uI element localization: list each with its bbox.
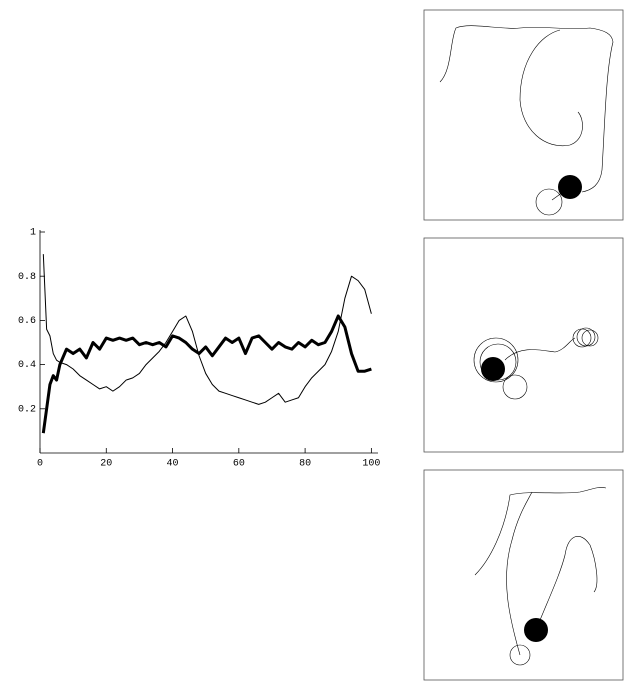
y-tick-label: 0.2 (18, 404, 36, 415)
x-tick-label: 80 (299, 459, 311, 470)
y-tick-label: 0.8 (18, 272, 36, 283)
x-tick-label: 100 (362, 459, 380, 470)
panels (423, 9, 624, 681)
x-tick-label: 20 (100, 459, 112, 470)
y-tick-label: 0.4 (18, 360, 36, 371)
y-tick-label: 0.6 (18, 316, 36, 327)
trajectory (535, 536, 598, 631)
panel (423, 237, 624, 453)
line-thick (41, 314, 372, 434)
trajectory (504, 337, 576, 361)
x-tick-label: 40 (167, 459, 179, 470)
disc (524, 618, 548, 642)
ring (509, 644, 531, 666)
trajectory (474, 487, 607, 576)
panel (423, 469, 624, 681)
panel (423, 9, 624, 221)
ring (479, 343, 517, 381)
ring (581, 329, 599, 347)
trajectory (519, 29, 583, 147)
ring (576, 327, 596, 347)
trajectory (439, 25, 614, 193)
ring (535, 188, 563, 216)
x-tick-label: 60 (233, 459, 245, 470)
ring (473, 337, 519, 383)
trajectory (506, 491, 533, 656)
link (551, 186, 571, 201)
line-thin (42, 254, 372, 405)
disc (481, 357, 505, 381)
x-tick-label: 0 (37, 459, 43, 470)
ring (502, 374, 528, 400)
y-tick-label: 1 (30, 228, 36, 239)
